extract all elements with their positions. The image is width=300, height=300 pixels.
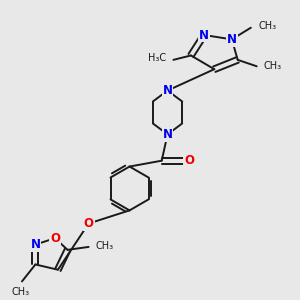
Text: N: N: [163, 84, 172, 97]
Text: N: N: [199, 28, 209, 41]
Text: O: O: [50, 232, 60, 245]
Text: CH₃: CH₃: [264, 61, 282, 71]
Text: N: N: [227, 33, 237, 46]
Text: CH₃: CH₃: [11, 287, 30, 297]
Text: O: O: [84, 217, 94, 230]
Text: CH₃: CH₃: [96, 241, 114, 251]
Text: H₃C: H₃C: [148, 53, 166, 63]
Text: N: N: [163, 128, 172, 141]
Text: CH₃: CH₃: [258, 21, 276, 31]
Text: N: N: [30, 238, 40, 251]
Text: O: O: [184, 154, 194, 167]
